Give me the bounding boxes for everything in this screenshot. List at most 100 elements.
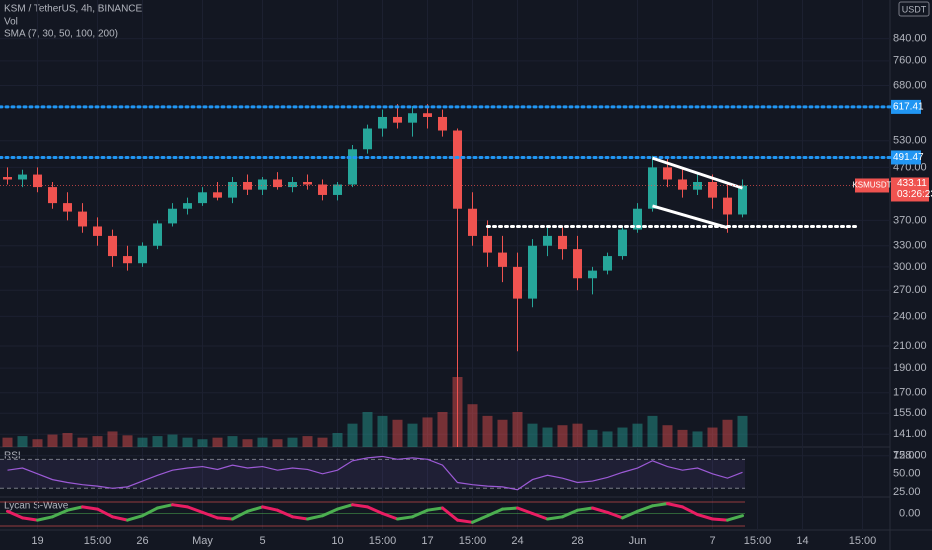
x-tick-label: 7 bbox=[709, 535, 715, 547]
volume-bar bbox=[707, 427, 718, 447]
candle-body bbox=[138, 245, 147, 264]
x-tick-label: 5 bbox=[259, 535, 265, 547]
swave-segment bbox=[171, 503, 189, 509]
volume-bar bbox=[17, 436, 28, 447]
candle-body bbox=[183, 203, 192, 209]
volume-bar bbox=[602, 431, 613, 447]
volume-bar bbox=[257, 437, 268, 447]
swave-segment bbox=[126, 514, 144, 522]
countdown-label: 03:26:23 bbox=[897, 189, 932, 200]
swave-segment bbox=[51, 508, 69, 519]
y-tick-label: 270.00 bbox=[893, 284, 927, 296]
x-tick-label: 15:00 bbox=[744, 535, 772, 547]
candle-body bbox=[153, 223, 162, 246]
volume-bar bbox=[122, 435, 133, 447]
swave-title: Lycan S-Wave bbox=[4, 501, 69, 512]
candle-body bbox=[198, 192, 207, 204]
rsi-tick-label: 75.00 bbox=[893, 450, 921, 462]
swave-segment bbox=[231, 509, 249, 521]
swave-segment bbox=[111, 515, 129, 522]
swave-segment bbox=[606, 510, 624, 520]
candle-body bbox=[288, 181, 297, 188]
swave-segment bbox=[651, 502, 669, 508]
swave-segment bbox=[711, 517, 729, 522]
chart-title: KSM / TetherUS, 4h, BINANCE bbox=[4, 4, 143, 15]
volume-bar bbox=[632, 423, 643, 447]
candle-body bbox=[498, 252, 507, 267]
swave-segment bbox=[501, 506, 519, 511]
trend-line bbox=[652, 156, 743, 190]
volume-bar bbox=[527, 423, 538, 447]
swave-segment bbox=[306, 514, 324, 521]
candle-body bbox=[213, 192, 222, 198]
swave-segment bbox=[381, 512, 399, 521]
candle-body bbox=[558, 235, 567, 250]
candle-body bbox=[33, 174, 42, 188]
volume-bar bbox=[332, 433, 343, 447]
volume-bar bbox=[737, 415, 748, 447]
candle-body bbox=[693, 181, 702, 190]
candle-body bbox=[93, 226, 102, 236]
trend-line bbox=[652, 204, 728, 230]
swave-segment bbox=[36, 515, 54, 522]
x-tick-label: 19 bbox=[31, 535, 43, 547]
volume-bar bbox=[317, 437, 328, 447]
last-price-label: 433.11 bbox=[897, 178, 927, 189]
candle-body bbox=[348, 149, 357, 185]
volume-bar bbox=[467, 404, 478, 447]
candle-body bbox=[738, 185, 747, 215]
candle-body bbox=[123, 256, 132, 264]
candle-body bbox=[543, 235, 552, 246]
y-tick-label: 330.00 bbox=[893, 240, 927, 252]
y-tick-label: 141.00 bbox=[893, 428, 927, 440]
x-tick-label: Jun bbox=[629, 535, 647, 547]
x-tick-label: 15:00 bbox=[84, 535, 112, 547]
candle-body bbox=[423, 113, 432, 117]
volume-bar bbox=[362, 412, 373, 447]
x-tick-label: May bbox=[192, 535, 213, 547]
rsi-line bbox=[7, 455, 743, 491]
candle-body bbox=[468, 208, 477, 236]
volume-bar bbox=[617, 427, 628, 447]
swave-segment bbox=[441, 506, 459, 522]
x-tick-label: 14 bbox=[796, 535, 808, 547]
x-tick-label: 28 bbox=[571, 535, 583, 547]
swave-segment bbox=[261, 505, 279, 512]
y-tick-label: 240.00 bbox=[893, 310, 927, 322]
volume-bar bbox=[647, 415, 658, 447]
x-tick-label: 24 bbox=[511, 535, 523, 547]
volume-bar bbox=[77, 437, 88, 447]
volume-bar bbox=[662, 425, 673, 447]
volume-bar bbox=[407, 423, 418, 447]
candle-body bbox=[273, 179, 282, 188]
swave-segment bbox=[516, 506, 534, 515]
price-tag-label: 491.47 bbox=[893, 152, 924, 163]
swave-segment bbox=[696, 513, 714, 521]
volume-bar bbox=[167, 434, 178, 447]
volume-bar bbox=[212, 437, 223, 447]
currency: USDT bbox=[902, 4, 927, 14]
candle-body bbox=[408, 113, 417, 123]
swave-segment bbox=[216, 516, 234, 521]
indicator-label: SMA (7, 30, 50, 100, 200) bbox=[4, 29, 118, 40]
rsi-tick-label: 25.00 bbox=[893, 486, 921, 498]
y-tick-label: 300.00 bbox=[893, 261, 927, 273]
rsi-tick-label: 50.00 bbox=[893, 468, 921, 480]
swave-segment bbox=[366, 505, 384, 515]
candle-body bbox=[603, 256, 612, 271]
swave-segment bbox=[96, 507, 114, 519]
swave-segment bbox=[411, 508, 429, 519]
swave-segment bbox=[666, 502, 684, 509]
y-tick-label: 530.00 bbox=[893, 135, 927, 147]
y-tick-label: 210.00 bbox=[893, 340, 927, 352]
swave-segment bbox=[576, 506, 594, 512]
swave-segment bbox=[336, 503, 354, 511]
candle-body bbox=[333, 184, 342, 195]
volume-bar bbox=[272, 439, 283, 447]
swave-segment bbox=[351, 503, 369, 509]
y-tick-label: 128.00 bbox=[893, 450, 927, 462]
volume-bar bbox=[62, 433, 73, 447]
swave-segment bbox=[21, 516, 39, 522]
swave-segment bbox=[276, 508, 294, 519]
